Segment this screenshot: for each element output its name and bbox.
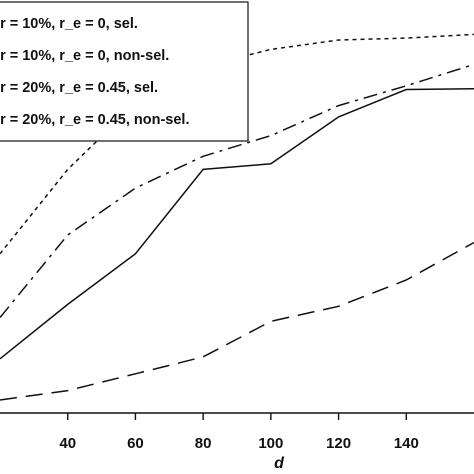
legend-label: er = 10%, r_e = 0, sel.: [0, 16, 138, 32]
series-line-2: [0, 241, 474, 401]
x-axis-title: d: [274, 455, 285, 472]
x-tick-label: 140: [394, 435, 419, 452]
legend-items: er = 10%, r_e = 0, sel. er = 10%, r_e = 0…: [0, 16, 189, 128]
x-tick-label: 60: [127, 435, 144, 452]
legend-label: er = 10%, r_e = 0, non-sel.: [0, 48, 169, 64]
x-tick-label: 100: [258, 435, 283, 452]
legend: er = 10%, r_e = 0, sel. er = 10%, r_e = 0…: [0, 1, 249, 142]
x-tick-label: 120: [326, 435, 351, 452]
x-tick-label: 80: [195, 435, 212, 452]
series-line-1: [0, 88, 474, 360]
x-tick-label: 40: [59, 435, 76, 452]
series-line-3: [0, 63, 474, 318]
x-ticks: 40 60 80 100 120 140: [59, 413, 419, 452]
legend-box: [0, 1, 249, 142]
legend-label: er = 20%, r_e = 0.45, non-sel.: [0, 112, 189, 128]
legend-label: er = 20%, r_e = 0.45, sel.: [0, 80, 158, 96]
